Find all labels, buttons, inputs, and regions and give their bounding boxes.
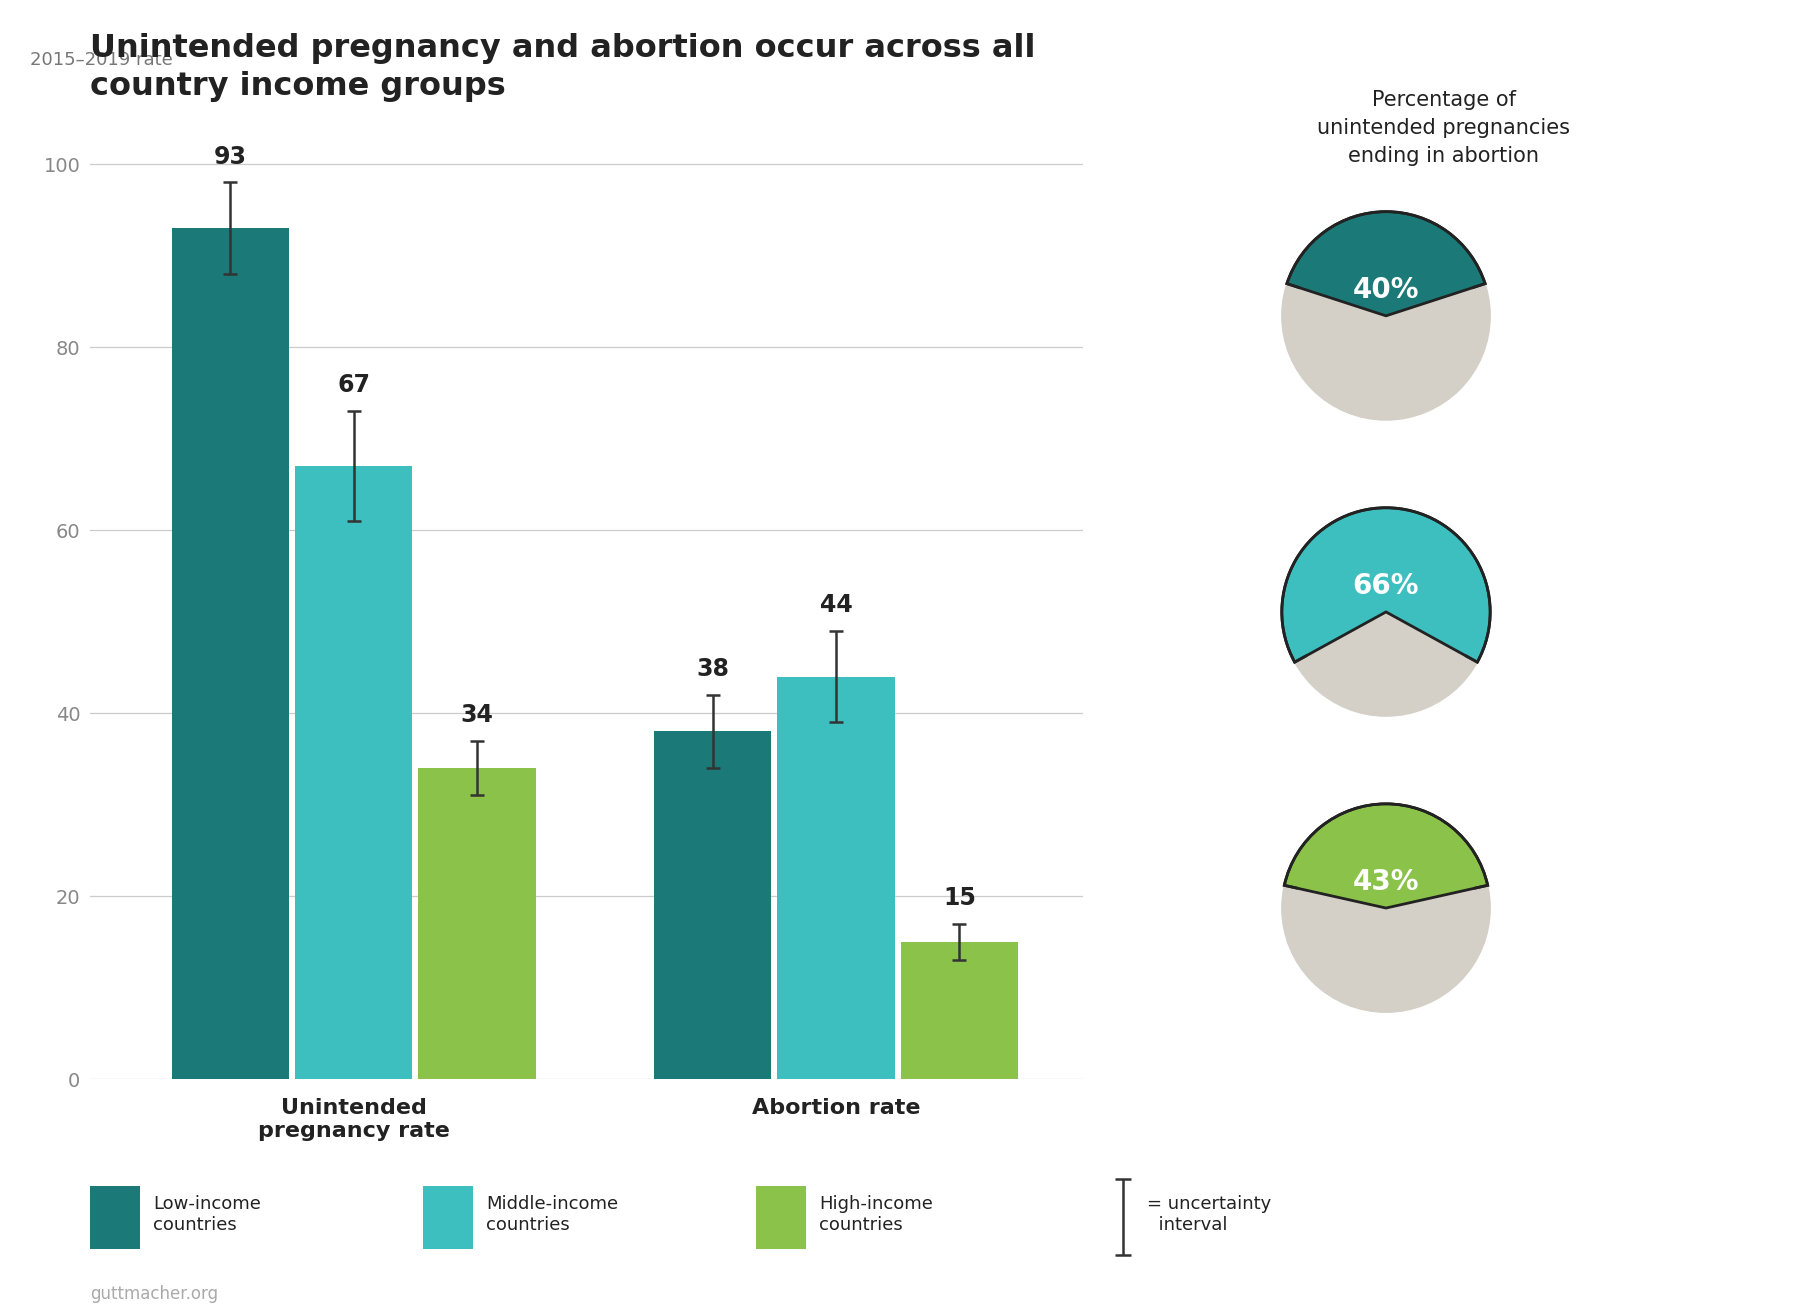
Text: Middle-income
countries: Middle-income countries <box>486 1195 617 1234</box>
Text: 67: 67 <box>337 374 371 397</box>
Text: 66%: 66% <box>1354 572 1418 600</box>
Text: 2015–2019 rate: 2015–2019 rate <box>31 51 173 70</box>
Text: 44: 44 <box>819 594 853 617</box>
Text: 34: 34 <box>461 703 493 726</box>
Circle shape <box>1282 212 1490 420</box>
Text: Unintended pregnancy and abortion occur across all
country income groups: Unintended pregnancy and abortion occur … <box>90 33 1035 103</box>
Bar <box>418 769 536 1079</box>
Bar <box>900 942 1019 1079</box>
Text: guttmacher.org: guttmacher.org <box>90 1284 218 1303</box>
Bar <box>653 732 770 1079</box>
Text: Percentage of
unintended pregnancies
ending in abortion: Percentage of unintended pregnancies end… <box>1318 89 1570 166</box>
Bar <box>778 676 895 1079</box>
Circle shape <box>1282 804 1490 1012</box>
Bar <box>295 466 412 1079</box>
Circle shape <box>1282 508 1490 716</box>
Text: 15: 15 <box>943 886 976 909</box>
Text: = uncertainty
  interval: = uncertainty interval <box>1147 1195 1271 1234</box>
Bar <box>171 228 288 1079</box>
Text: 93: 93 <box>214 145 247 168</box>
Text: Low-income
countries: Low-income countries <box>153 1195 261 1234</box>
Text: 40%: 40% <box>1354 276 1418 304</box>
Wedge shape <box>1285 804 1487 908</box>
Wedge shape <box>1287 212 1485 316</box>
Text: High-income
countries: High-income countries <box>819 1195 932 1234</box>
Text: 38: 38 <box>697 657 729 682</box>
Wedge shape <box>1282 508 1490 662</box>
Text: 43%: 43% <box>1354 869 1418 896</box>
